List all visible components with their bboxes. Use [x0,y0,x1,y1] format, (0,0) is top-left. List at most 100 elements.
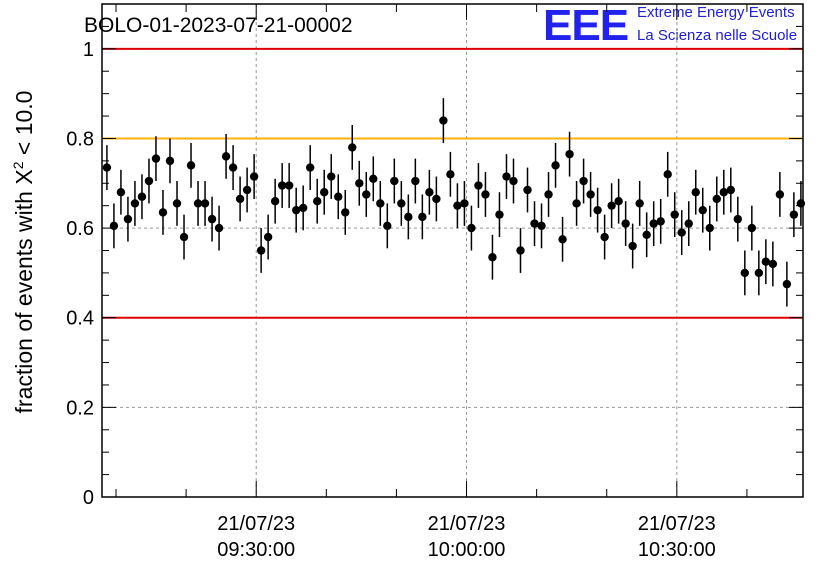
data-point [509,176,518,186]
data-point [179,232,189,242]
x-tick-label-time: 10:00:00 [428,539,506,561]
data-point [298,203,308,213]
data-point [502,172,511,181]
data-point [214,223,224,233]
data-point [796,199,806,208]
x-tick-label-time: 09:30:00 [217,539,295,561]
data-point [523,185,532,195]
data-point [586,190,595,199]
data-point [621,219,630,228]
data-point [495,210,504,219]
data-point [348,143,357,152]
data-point [446,170,455,179]
data-point [418,212,427,222]
data-point [453,201,462,210]
y-tick-label: 0.2 [66,397,94,419]
data-point [628,241,637,251]
data-point [565,149,574,159]
y-axis-label-sup: 2 [10,161,26,169]
data-point [270,197,280,206]
data-point [481,190,490,199]
data-point [712,194,721,204]
data-point [432,194,441,204]
eee-logo-line2: La Scienza nelle Scuole [637,27,797,44]
data-point [649,219,658,228]
data-point [397,199,406,208]
y-tick-label: 0.4 [66,308,94,330]
data-point [740,268,750,278]
data-point [691,188,700,197]
data-point [327,172,336,181]
data-point [256,246,266,255]
x-tick-label-date: 21/07/23 [638,513,716,535]
eee-logo-mark: EEE [543,1,628,50]
data-point [558,235,567,244]
y-axis-label: fraction of events with X2 < 10.0 [10,91,37,414]
data-point [572,199,581,208]
data-point [228,163,238,172]
data-point [705,223,714,233]
plot-frame [101,3,804,498]
x-tick-label-date: 21/07/23 [428,513,506,535]
data-point [305,163,315,172]
data-point [516,246,525,255]
plot-area: 0 0.2 0.4 0.6 0.8 1 21/07/23 09:30:00 21/07/23 10… [66,3,806,561]
data-point [221,152,231,161]
data-point [249,172,259,181]
data-point [775,190,785,199]
y-tick-label: 0.6 [66,218,94,240]
data-point [144,176,154,186]
data-point [474,181,483,190]
data-point [761,257,771,266]
data-point [355,179,364,188]
data-point [235,194,245,204]
data-point [284,181,294,190]
data-point [102,163,112,172]
data-point [151,154,161,163]
data-point [537,221,546,231]
data-point [207,214,217,224]
data-point [747,223,757,233]
data-point [460,199,469,208]
data-point [291,205,301,215]
data-point [123,214,133,224]
data-point [677,228,686,237]
data-point [614,197,623,206]
data-point [663,170,672,179]
data-point [362,190,371,199]
data-point [116,188,126,197]
data-point [544,190,553,199]
data-point [684,219,693,228]
y-axis-label-rest: < 10.0 [11,91,37,162]
data-point [376,199,385,208]
data-point [390,176,399,186]
data-point [172,199,182,208]
data-point [193,199,203,208]
data-point [467,223,476,233]
data-point [488,253,497,262]
data-point [411,176,420,186]
data-point [607,201,616,210]
data-point [369,174,378,183]
chart-title: BOLO-01-2023-07-21-00002 [84,14,353,37]
data-point [698,205,707,215]
data-point [782,279,792,289]
data-point [320,188,329,197]
data-point [200,199,210,208]
data-point [754,268,764,278]
data-point [313,197,322,206]
data-point [551,161,560,170]
data-point [768,259,778,269]
data-point [733,214,743,224]
data-point [158,208,168,217]
eee-logo-line1: Extreme Energy Events [637,4,795,21]
y-tick-label: 1 [83,39,94,61]
data-point [130,199,140,208]
data-point [719,188,728,197]
data-point [341,208,350,217]
data-point [593,205,602,215]
data-point [656,217,665,226]
data-point [242,185,252,195]
data-point [642,230,651,240]
